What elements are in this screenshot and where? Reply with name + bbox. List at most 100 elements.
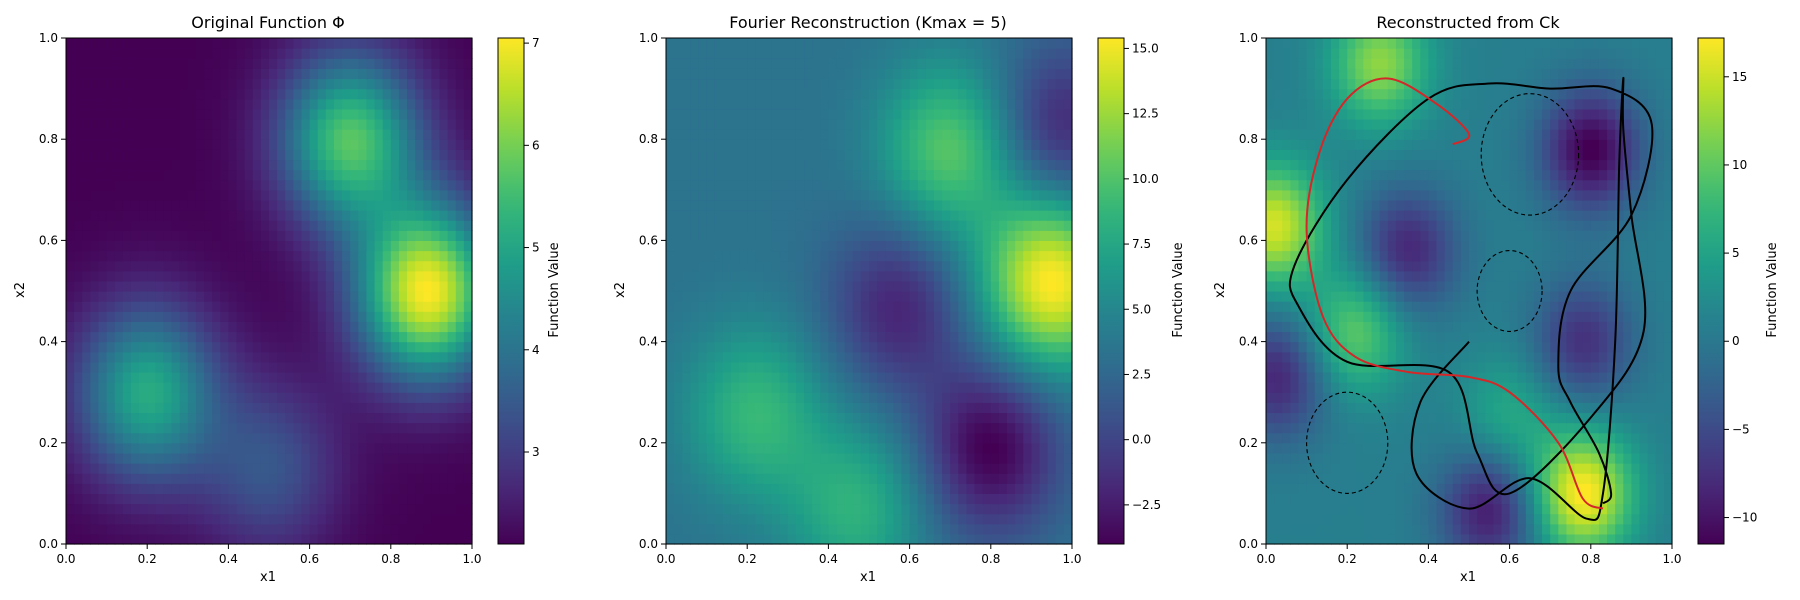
- heatmap-cell: [407, 189, 416, 201]
- heatmap-cell: [212, 442, 221, 454]
- heatmap-cell: [836, 220, 846, 231]
- heatmap-cell: [163, 58, 173, 69]
- heatmap-cell: [374, 240, 384, 252]
- heatmap-cell: [147, 189, 156, 201]
- heatmap-cell: [682, 189, 691, 201]
- heatmap-cell: [852, 442, 862, 454]
- heatmap-cell: [812, 371, 821, 383]
- heatmap-cell: [139, 108, 148, 120]
- heatmap-cell: [415, 58, 424, 69]
- heatmap-cell: [893, 230, 903, 241]
- heatmap-cell: [163, 483, 173, 494]
- heatmap-cell: [106, 98, 116, 110]
- heatmap-cell: [763, 351, 773, 363]
- heatmap-cell: [220, 250, 229, 262]
- heatmap-cell: [106, 382, 116, 393]
- heatmap-original: 0.0 0.2 0.4 0.6 0.8 1.00.00.20.40.60.81.03456…: [39, 31, 540, 566]
- heatmap-cell: [212, 220, 221, 231]
- heatmap-cell: [974, 483, 984, 494]
- heatmap-cell: [933, 412, 943, 424]
- heatmap-cell: [812, 361, 821, 373]
- heatmap-cell: [130, 301, 140, 312]
- heatmap-cell: [901, 189, 911, 201]
- heatmap-cell: [860, 523, 870, 535]
- heatmap-cell: [933, 240, 943, 252]
- heatmap-cell: [269, 78, 278, 90]
- heatmap-cell: [755, 463, 765, 474]
- heatmap-cell: [358, 118, 368, 130]
- heatmap-cell: [98, 78, 108, 90]
- heatmap-cell: [244, 48, 254, 59]
- heatmap-cell: [812, 280, 821, 292]
- heatmap-cell: [374, 108, 384, 120]
- heatmap-cell: [852, 351, 862, 363]
- heatmap-cell: [877, 513, 886, 525]
- heatmap-cell: [82, 220, 91, 231]
- heatmap-cell: [747, 533, 756, 545]
- heatmap-cell: [366, 503, 376, 515]
- heatmap-cell: [844, 412, 854, 424]
- heatmap-cell: [390, 463, 400, 474]
- heatmap-cell: [682, 48, 691, 59]
- heatmap-cell: [722, 371, 732, 383]
- heatmap-cell: [179, 371, 189, 383]
- heatmap-cell: [714, 301, 724, 312]
- heatmap-cell: [990, 473, 1000, 484]
- heatmap-cell: [1039, 402, 1049, 414]
- heatmap-cell: [228, 260, 238, 272]
- heatmap-cell: [252, 88, 262, 100]
- heatmap-cell: [755, 442, 765, 454]
- heatmap-cell: [106, 38, 116, 49]
- heatmap-cell: [698, 331, 708, 343]
- heatmap-cell: [220, 260, 229, 272]
- heatmap-cell: [358, 371, 368, 383]
- heatmap-cell: [285, 351, 294, 363]
- heatmap-cell: [163, 452, 173, 464]
- heatmap-cell: [966, 361, 976, 373]
- heatmap-cell: [155, 483, 165, 494]
- heatmap-cell: [212, 452, 221, 464]
- heatmap-cell: [309, 88, 319, 100]
- heatmap-cell: [909, 351, 919, 363]
- heatmap-cell: [674, 210, 683, 221]
- heatmap-cell: [958, 432, 968, 444]
- heatmap-cell: [869, 422, 878, 434]
- heatmap-cell: [431, 159, 441, 171]
- heatmap-cell: [722, 199, 732, 211]
- heatmap-cell: [1055, 382, 1065, 393]
- heatmap-cell: [1031, 503, 1041, 515]
- heatmap-cell: [844, 371, 854, 383]
- heatmap-cell: [277, 392, 286, 403]
- heatmap-cell: [1047, 291, 1057, 302]
- heatmap-cell: [1015, 382, 1024, 393]
- heatmap-cell: [893, 129, 903, 140]
- heatmap-cell: [390, 129, 400, 140]
- heatmap-cell: [317, 473, 327, 484]
- heatmap-cell: [423, 220, 432, 231]
- heatmap-cell: [342, 473, 351, 484]
- heatmap-cell: [974, 291, 984, 302]
- heatmap-cell: [260, 189, 270, 201]
- y-tick-label: 0.0: [39, 537, 58, 551]
- heatmap-cell: [179, 270, 189, 282]
- heatmap-cell: [114, 523, 124, 535]
- heatmap-cell: [714, 260, 724, 272]
- heatmap-cell: [820, 463, 829, 474]
- heatmap-cell: [804, 503, 813, 515]
- heatmap-cell: [1055, 210, 1065, 221]
- heatmap-cell: [771, 68, 781, 80]
- heatmap-cell: [106, 129, 116, 140]
- heatmap-cell: [285, 58, 294, 69]
- heatmap-cell: [228, 331, 238, 343]
- heatmap-cell: [714, 412, 724, 424]
- heatmap-cell: [220, 108, 229, 120]
- heatmap-cell: [398, 311, 408, 322]
- heatmap-cell: [342, 291, 351, 302]
- heatmap-cell: [1047, 108, 1057, 120]
- heatmap-cell: [860, 301, 870, 312]
- heatmap-cell: [333, 493, 343, 505]
- heatmap-cell: [877, 108, 886, 120]
- heatmap-cell: [942, 260, 951, 272]
- heatmap-cell: [350, 240, 359, 252]
- heatmap-cell: [90, 280, 100, 292]
